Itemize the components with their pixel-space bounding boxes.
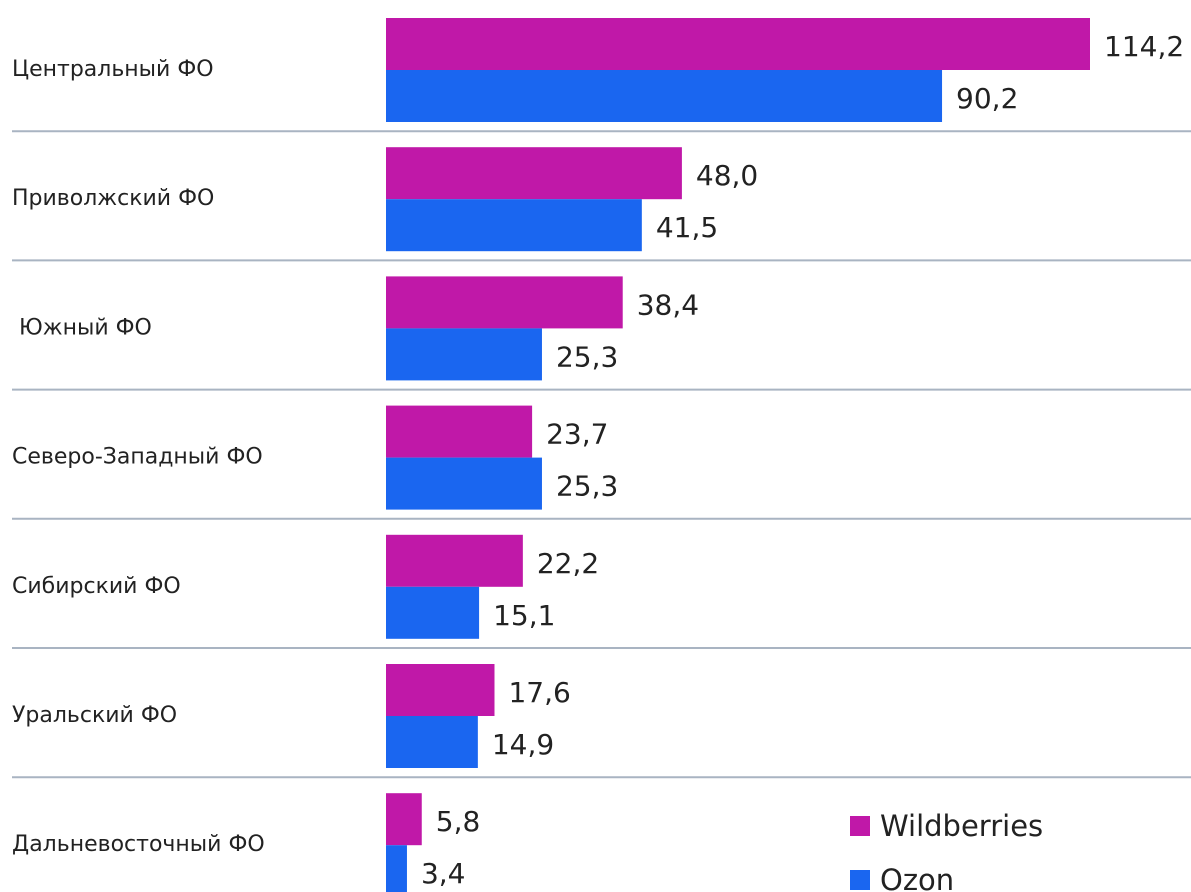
bar xyxy=(386,457,542,510)
value-label: 3,4 xyxy=(421,857,466,890)
category-label: Сибирский ФО xyxy=(12,574,181,599)
value-label: 48,0 xyxy=(696,159,758,192)
bar xyxy=(386,534,523,587)
bar xyxy=(386,793,422,846)
bar xyxy=(386,147,682,200)
legend-swatch xyxy=(850,816,870,836)
bar xyxy=(386,586,480,639)
value-label: 5,8 xyxy=(436,805,481,838)
value-label: 23,7 xyxy=(546,418,608,451)
bar xyxy=(386,716,478,768)
bar xyxy=(386,18,1090,70)
bar xyxy=(386,845,407,892)
category-label: Приволжский ФО xyxy=(12,186,214,211)
value-label: 41,5 xyxy=(656,211,718,244)
value-label: 22,2 xyxy=(537,547,599,580)
value-label: 15,1 xyxy=(493,599,555,632)
bar xyxy=(386,199,642,252)
bar xyxy=(386,328,542,381)
bar xyxy=(386,664,495,716)
bar xyxy=(386,405,533,458)
value-label: 25,3 xyxy=(556,470,618,503)
legend-label: Wildberries xyxy=(880,809,1043,843)
value-label: 38,4 xyxy=(637,288,699,321)
bar xyxy=(386,276,623,329)
bar xyxy=(386,70,943,122)
value-label: 14,9 xyxy=(492,728,554,761)
value-label: 17,6 xyxy=(508,676,570,709)
value-label: 25,3 xyxy=(556,340,618,373)
category-label: Южный ФО xyxy=(12,315,152,340)
category-label: Дальневосточный ФО xyxy=(12,832,265,857)
value-label: 114,2 xyxy=(1104,30,1184,63)
category-label: Центральный ФО xyxy=(12,57,214,82)
value-label: 90,2 xyxy=(956,82,1018,115)
category-label: Уральский ФО xyxy=(12,703,177,728)
legend-label: Ozon xyxy=(880,863,954,892)
legend-swatch xyxy=(850,870,870,890)
category-label: Северо-Западный ФО xyxy=(12,445,263,470)
